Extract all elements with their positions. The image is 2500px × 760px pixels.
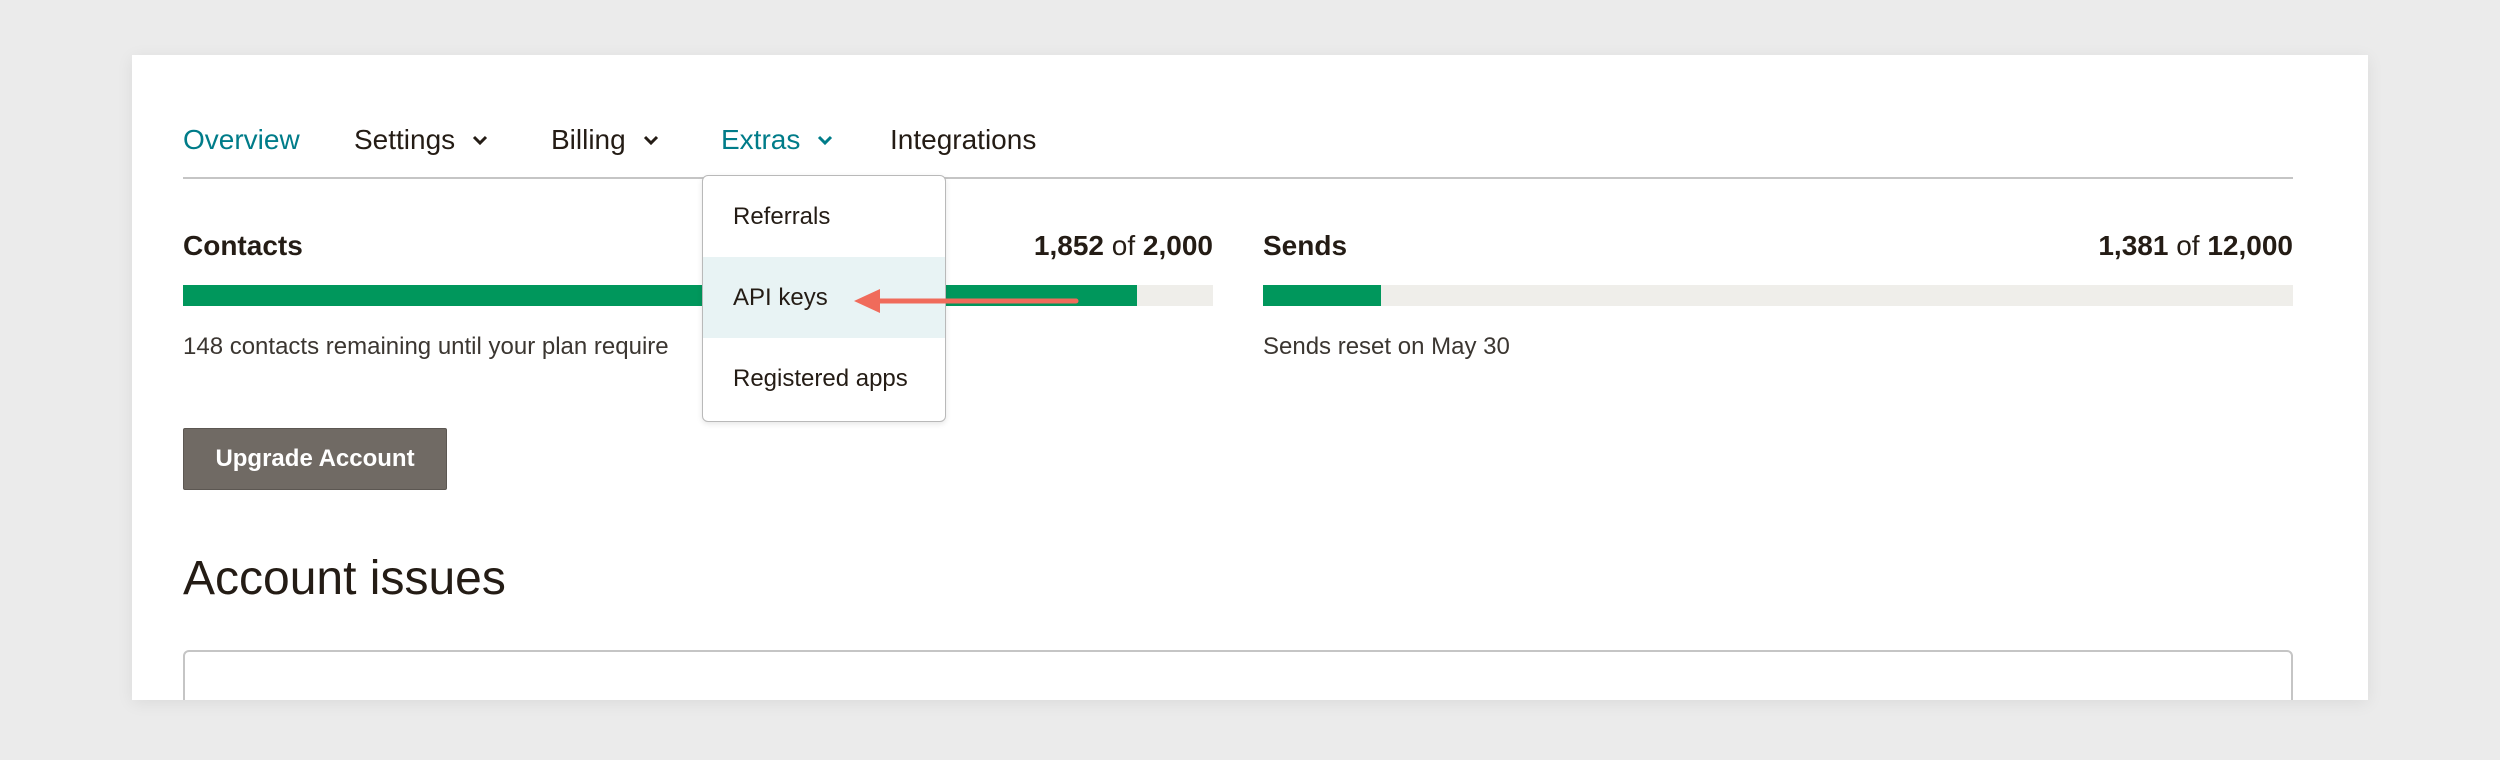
chevron-down-icon	[816, 133, 834, 147]
account-overview-card: Overview Settings Billing Extras Integra…	[132, 55, 2368, 700]
menu-item-registered-apps[interactable]: Registered apps	[733, 364, 908, 392]
extras-dropdown-menu: Referrals API keys Registered apps	[702, 175, 946, 422]
contacts-used: 1,852	[1033, 230, 1104, 261]
tab-settings[interactable]: Settings	[354, 120, 489, 160]
tab-billing-label: Billing	[551, 124, 626, 155]
contacts-limit: 2,000	[1142, 230, 1213, 261]
contacts-count: 1,852 of 2,000	[1034, 230, 1213, 262]
sends-progress-fill	[1263, 285, 1382, 306]
sends-used: 1,381	[2098, 230, 2169, 261]
account-issues-title: Account issues	[183, 552, 506, 605]
contacts-note: 148 contacts remaining until your plan r…	[183, 333, 1213, 361]
contacts-note-text: 148 contacts remaining until your plan r…	[183, 333, 669, 360]
menu-item-referrals[interactable]: Referrals	[733, 202, 831, 230]
sends-limit: 12,000	[2207, 230, 2293, 261]
sends-note: Sends reset on May 30	[1263, 333, 1510, 360]
menu-item-api-keys[interactable]: API keys	[703, 257, 945, 338]
sends-title: Sends	[1263, 230, 1348, 261]
tab-overview-label: Overview	[183, 124, 300, 155]
account-issues-panel	[183, 650, 2293, 700]
contacts-of: of	[1111, 230, 1136, 261]
tab-settings-label: Settings	[354, 124, 456, 155]
tab-billing[interactable]: Billing	[551, 120, 660, 160]
sends-of: of	[2176, 230, 2200, 261]
upgrade-account-button[interactable]: Upgrade Account	[183, 428, 447, 490]
tab-integrations-label: Integrations	[890, 124, 1037, 155]
tab-extras-label: Extras	[721, 124, 801, 155]
sends-usage: Sends 1,381 of 12,000 Sends reset on May…	[1263, 230, 2293, 361]
contacts-title: Contacts	[183, 230, 303, 261]
account-nav: Overview Settings Billing Extras Integra…	[183, 55, 2293, 179]
tab-extras[interactable]: Extras	[721, 120, 834, 160]
sends-progress-bar	[1263, 285, 2293, 306]
chevron-down-icon	[642, 133, 660, 147]
annotation-arrow-icon	[854, 289, 1079, 313]
chevron-down-icon	[471, 133, 489, 147]
tab-integrations[interactable]: Integrations	[890, 120, 1036, 160]
sends-count: 1,381 of 12,000	[2098, 230, 2293, 262]
tab-overview[interactable]: Overview	[183, 120, 300, 160]
